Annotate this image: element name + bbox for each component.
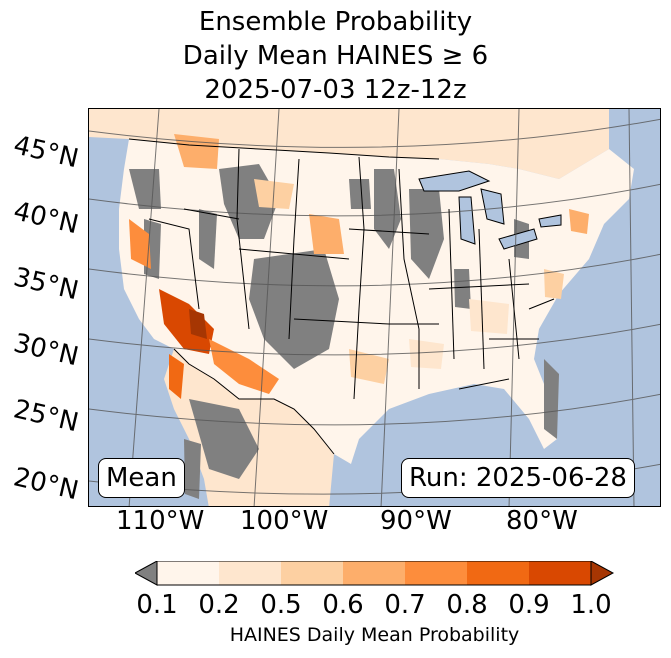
lat-label-20: 20°N	[10, 462, 82, 507]
colorbar-segment	[219, 561, 282, 585]
colorbar-tick: 0.8	[446, 590, 488, 620]
colorbar-tick: 0.2	[198, 590, 240, 620]
lon-label-110: 110°W	[116, 506, 205, 536]
colorbar-over-arrow	[590, 561, 615, 586]
probability-fill	[129, 134, 589, 399]
lat-label-40: 40°N	[10, 196, 82, 241]
map-canvas	[89, 109, 660, 506]
lat-label-25: 25°N	[10, 394, 82, 439]
lat-label-30: 30°N	[10, 328, 82, 373]
colorbar-segment	[281, 561, 344, 585]
title-line-2: Daily Mean HAINES ≥ 6	[182, 41, 489, 71]
colorbar-tick: 0.5	[260, 590, 302, 620]
canada-land	[89, 109, 609, 179]
colorbar-under-arrow	[135, 561, 158, 586]
run-label: Run: 2025-06-28	[401, 458, 635, 498]
colorbar-tick: 0.6	[322, 590, 364, 620]
great-lakes	[418, 170, 562, 250]
lat-label-45: 45°N	[10, 130, 82, 175]
borders	[128, 138, 555, 455]
colorbar-segment	[467, 561, 530, 585]
colorbar-segments	[157, 561, 592, 585]
title-line-3: 2025-07-03 12z-12z	[204, 75, 467, 105]
mean-label: Mean	[98, 458, 185, 498]
lon-label-100: 100°W	[240, 506, 329, 536]
lat-label-35: 35°N	[10, 262, 82, 307]
colorbar-tick: 0.7	[384, 590, 426, 620]
colorbar-tick: 0.1	[136, 590, 178, 620]
lon-label-90: 90°W	[380, 506, 452, 536]
mexico-land	[164, 349, 334, 506]
colorbar-segment	[157, 561, 220, 585]
colorbar-segment	[343, 561, 406, 585]
map-panel	[88, 108, 661, 507]
colorbar	[135, 561, 615, 586]
colorbar-segment	[405, 561, 468, 585]
colorbar-label: HAINES Daily Mean Probability	[229, 624, 520, 646]
title-line-1: Ensemble Probability	[198, 7, 473, 37]
colorbar-tick: 0.9	[508, 590, 550, 620]
colorbar-frame	[156, 561, 592, 586]
colorbar-segment	[529, 561, 592, 585]
colorbar-tick: 1.0	[570, 590, 612, 620]
lon-label-80: 80°W	[506, 506, 578, 536]
